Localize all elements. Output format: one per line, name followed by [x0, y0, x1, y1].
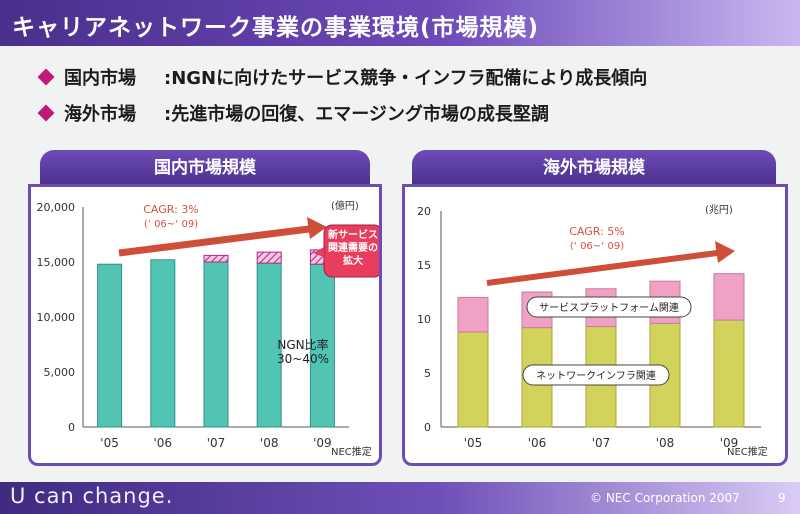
y-tick-label: 5,000: [44, 366, 76, 379]
callout-text: 関連需要の: [328, 241, 378, 254]
x-tick-label: '06: [154, 436, 173, 450]
source-note: NEC推定: [331, 445, 372, 458]
copyright: © NEC Corporation 2007: [590, 491, 740, 505]
cagr-period: (‘ 06~‘ 09): [144, 219, 198, 230]
bar-infrastructure: [457, 331, 489, 428]
bar-infrastructure: [713, 319, 745, 428]
cagr-label: CAGR: 3%: [143, 203, 199, 216]
y-tick-label: 0: [68, 421, 75, 434]
y-tick-label: 0: [424, 421, 431, 434]
cagr-period: (‘ 06~‘ 09): [570, 241, 624, 252]
y-tick-label: 15: [417, 259, 431, 272]
x-tick-label: '06: [528, 436, 547, 450]
growth-arrow-shaft: [118, 225, 310, 257]
legend-network-infra: ネットワークインフラ関連: [536, 369, 656, 382]
x-tick-label: '07: [207, 436, 226, 450]
legend-service-platform: サービスプラットフォーム関連: [539, 301, 679, 314]
y-tick-label: 10: [417, 313, 431, 326]
legend-pill-service: [526, 296, 692, 318]
overseas-panel: 20 15 10 5 0 '05 '06 '07 '08 '09 (兆円) CAGR: 5% (‘ 06…: [402, 184, 788, 466]
title-bar: キャリアネットワーク事業の事業環境(市場規模): [0, 0, 800, 46]
callout-text: 拡大: [343, 254, 363, 267]
callout-pointer: [313, 247, 324, 257]
bullet-text: :先進市場の回復、エマージング市場の成長堅調: [164, 104, 549, 125]
bar-new-service: [256, 251, 282, 264]
diamond-bullet-icon: [37, 68, 55, 86]
x-tick-label: '07: [592, 436, 611, 450]
x-tick-label: '05: [100, 436, 119, 450]
bar-base: [309, 263, 335, 428]
domestic-panel-header: 国内市場規模: [40, 150, 370, 186]
source-note: NEC推定: [727, 445, 768, 458]
unit-label: (億円): [331, 199, 359, 212]
x-tick-label: '08: [656, 436, 675, 450]
x-tick-label: '05: [464, 436, 483, 450]
bar-base: [97, 263, 123, 428]
overseas-market-chart: 20 15 10 5 0 '05 '06 '07 '08 '09 (兆円) CAGR: 5% (‘ 06…: [417, 204, 768, 458]
y-tick-label: 15,000: [37, 256, 76, 269]
bullet-text: :NGNに向けたサービス競争・インフラ配備により成長傾向: [164, 68, 648, 89]
unit-label: (兆円): [705, 204, 733, 216]
ngn-ratio-text: 30~40%: [277, 352, 329, 366]
bullet-label: 国内市場: [64, 68, 136, 89]
x-tick-label: '09: [313, 436, 332, 450]
slide-title: キャリアネットワーク事業の事業環境(市場規模): [12, 15, 540, 41]
bar-base: [150, 259, 176, 428]
y-tick-label: 20,000: [37, 201, 76, 214]
cagr-label: CAGR: 5%: [569, 225, 625, 238]
x-tick-label: '08: [260, 436, 279, 450]
diamond-bullet-icon: [37, 104, 55, 122]
bullet-label: 海外市場: [64, 104, 136, 125]
growth-arrow-head: [307, 217, 327, 239]
overseas-chart-title: 海外市場規模: [543, 158, 645, 178]
domestic-market-chart: 20,000 15,000 10,000 5,000 0 '05 '06 '07 '08 '09 (…: [37, 199, 383, 458]
footer-bar: U can change. © NEC Corporation 2007 9: [0, 482, 800, 514]
tagline: U can change.: [10, 484, 174, 508]
growth-arrow-head: [715, 241, 735, 263]
bar-base: [203, 261, 229, 428]
ngn-ratio-text: NGN比率: [277, 337, 328, 352]
bar-base: [256, 262, 282, 428]
bullet-domestic: 国内市場 :NGNに向けたサービス競争・インフラ配備により成長傾向: [37, 64, 648, 90]
bar-new-service: [203, 254, 229, 263]
legend-pill-infra: [522, 364, 670, 386]
bar-service-platform: [457, 296, 489, 333]
callout-text: 新サービス: [328, 228, 378, 241]
x-tick-label: '09: [720, 436, 739, 450]
bullet-overseas: 海外市場 :先進市場の回復、エマージング市場の成長堅調: [37, 100, 549, 126]
y-tick-label: 5: [424, 367, 431, 380]
y-tick-label: 20: [417, 205, 431, 218]
growth-arrow-shaft: [486, 250, 718, 286]
overseas-panel-header: 海外市場規模: [412, 150, 776, 186]
bar-service-platform: [713, 273, 745, 321]
y-tick-label: 10,000: [37, 311, 76, 324]
domestic-panel: 20,000 15,000 10,000 5,000 0 '05 '06 '07 '08 '09 (…: [28, 184, 383, 466]
domestic-chart-title: 国内市場規模: [154, 158, 256, 178]
page-number: 9: [778, 491, 786, 505]
